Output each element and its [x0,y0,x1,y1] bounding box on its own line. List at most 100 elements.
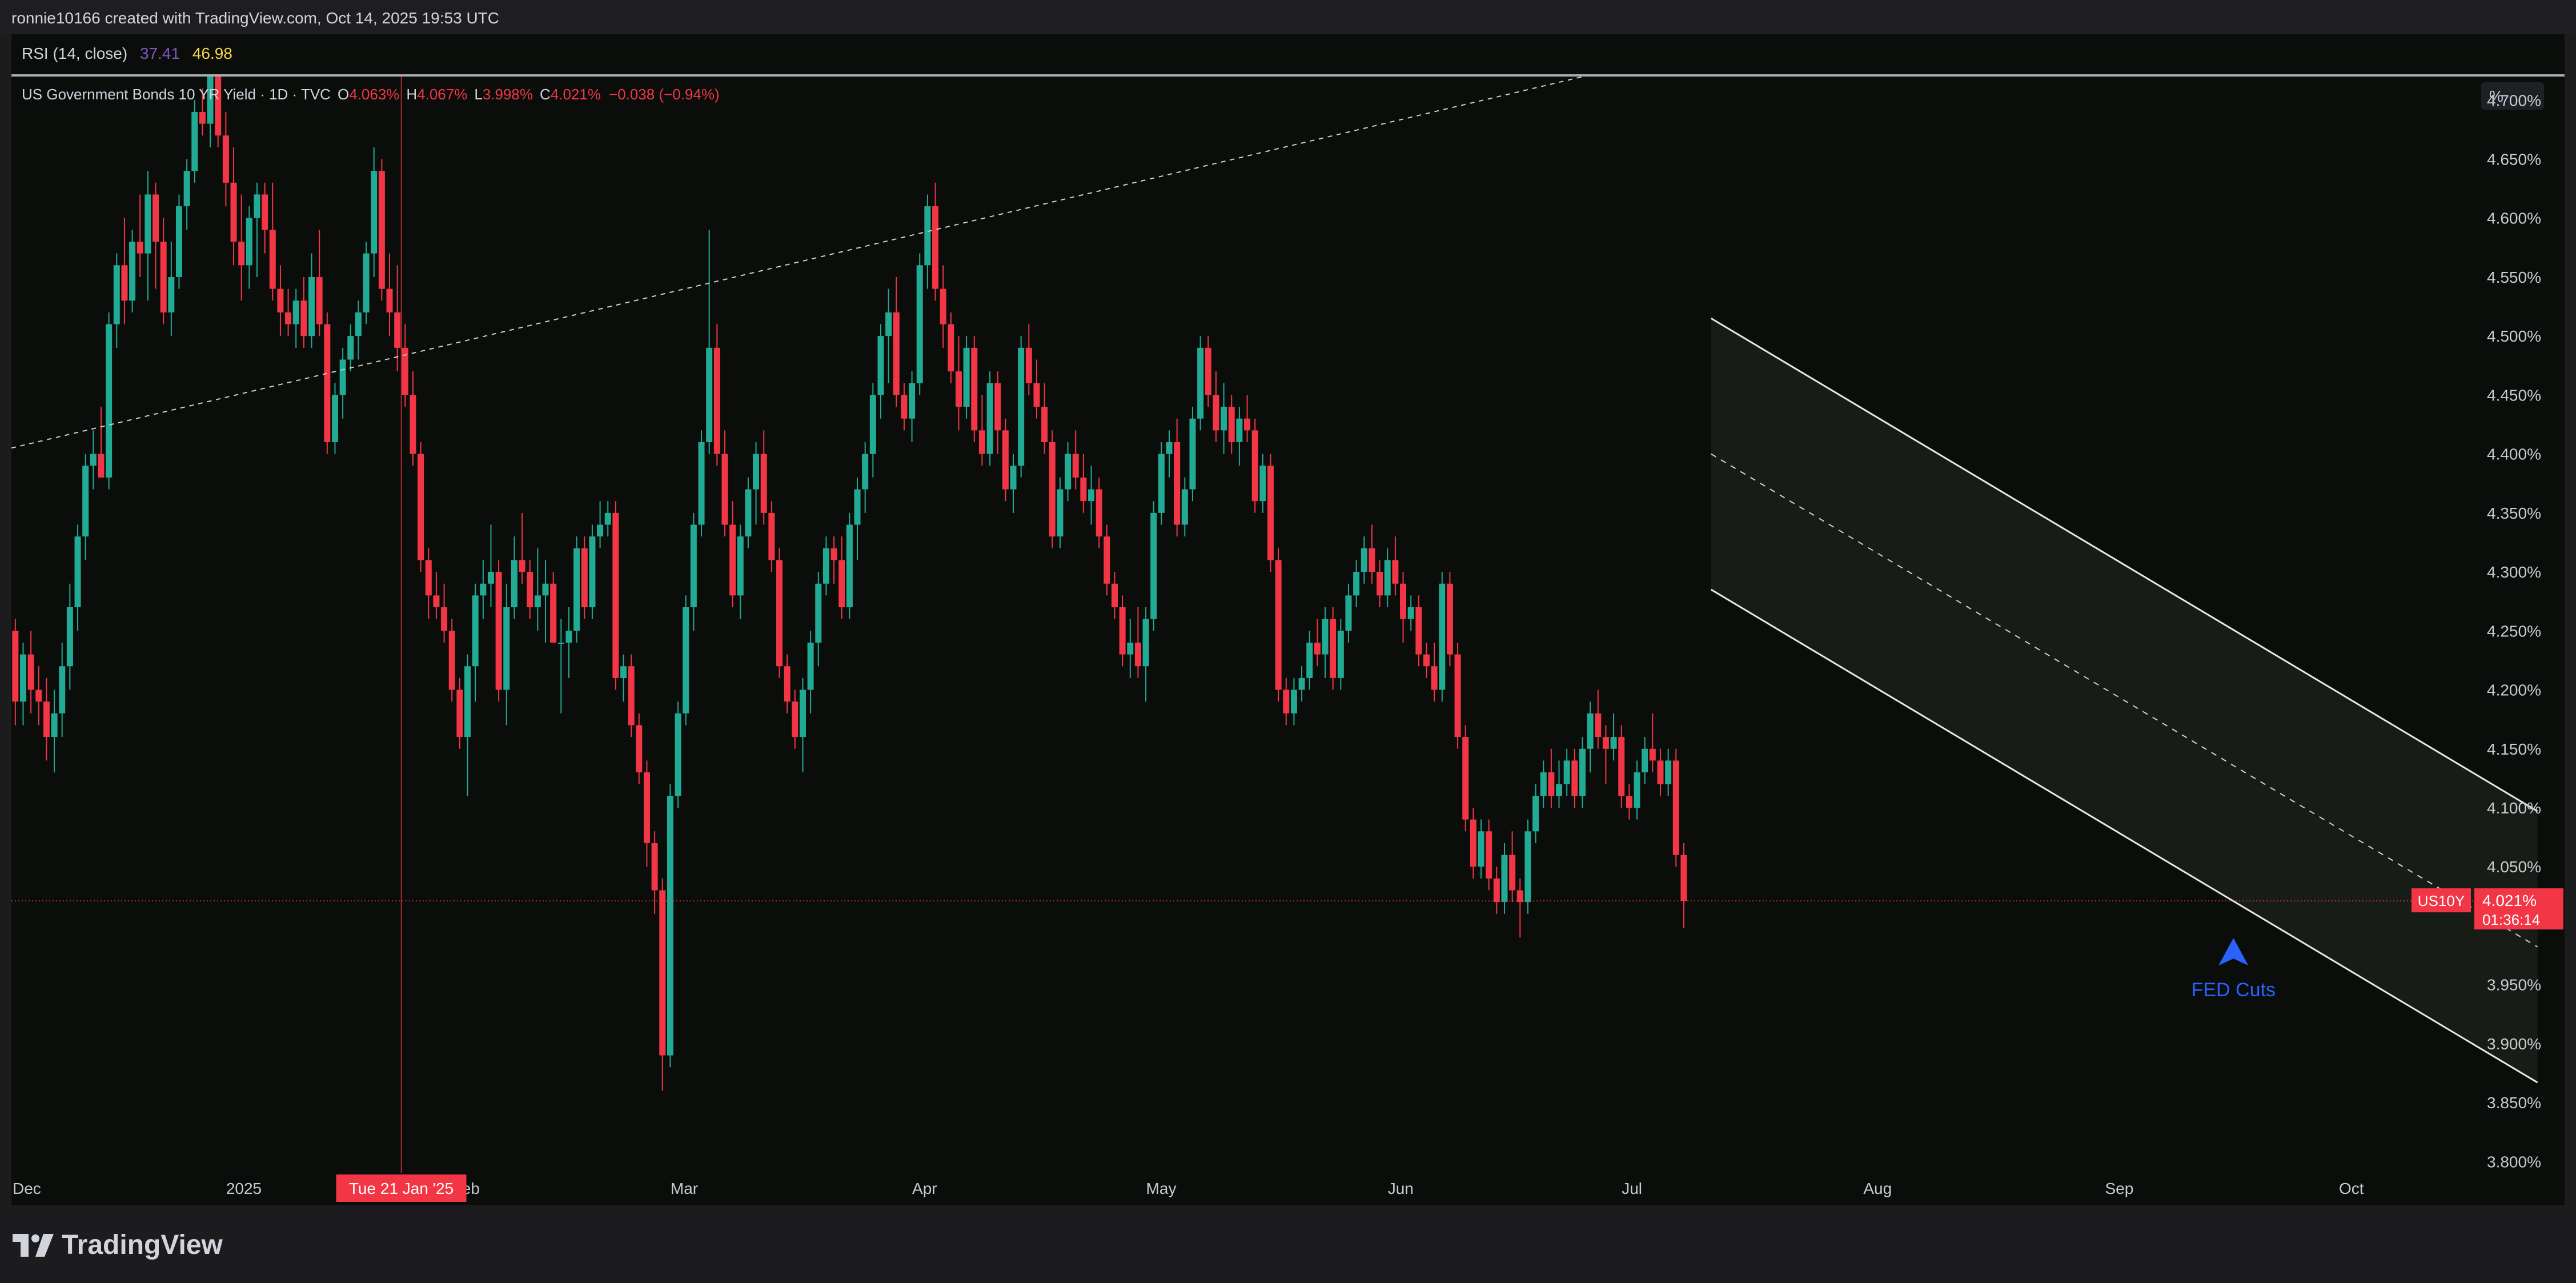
candle[interactable] [82,454,89,560]
candle[interactable] [768,501,775,572]
candle[interactable] [1470,808,1476,879]
candle[interactable] [1228,395,1235,454]
candle[interactable] [1337,619,1344,690]
candle[interactable] [542,560,549,643]
candle[interactable] [441,583,448,643]
candle[interactable] [1290,677,1297,725]
candle[interactable] [1150,501,1157,631]
candle[interactable] [830,536,837,584]
candle[interactable] [1119,595,1126,667]
candle[interactable] [19,642,26,725]
candle[interactable] [1033,359,1040,419]
candle[interactable] [581,536,588,619]
candle[interactable] [1197,336,1204,431]
candle[interactable] [183,159,190,230]
candle[interactable] [1205,336,1211,407]
candle[interactable] [986,371,993,466]
candle[interactable] [363,242,370,324]
candle[interactable] [597,501,604,548]
candle[interactable] [98,407,105,478]
candle[interactable] [1244,395,1251,442]
candle[interactable] [1602,725,1609,784]
candle[interactable] [1454,642,1461,749]
candle[interactable] [659,878,666,1091]
candle[interactable] [495,560,502,702]
candle[interactable] [792,689,799,749]
candle[interactable] [1672,748,1679,867]
candle[interactable] [978,395,985,466]
channel-upper-line[interactable] [1710,317,2538,812]
candle[interactable] [1002,418,1009,502]
candle[interactable] [534,548,541,631]
candle[interactable] [1025,324,1032,395]
candle[interactable] [503,583,510,725]
candle[interactable] [1104,524,1110,596]
candle[interactable] [1322,607,1329,678]
candle[interactable] [1369,524,1375,584]
candle[interactable] [636,713,643,784]
candle[interactable] [480,560,487,619]
candle[interactable] [799,677,806,773]
candle[interactable] [1642,737,1648,784]
candle[interactable] [59,642,66,737]
candle[interactable] [1563,748,1570,796]
candle[interactable] [199,88,206,136]
candle[interactable] [1361,536,1367,584]
candle[interactable] [1486,819,1492,891]
candle[interactable] [1174,418,1181,537]
candle[interactable] [35,666,42,725]
candle[interactable] [246,206,252,289]
candle[interactable] [862,442,869,513]
candle[interactable] [12,619,19,725]
candle[interactable] [1431,642,1438,702]
candle[interactable] [1415,595,1422,667]
candle[interactable] [1587,701,1594,773]
candle[interactable] [1509,831,1516,903]
annotation-label[interactable]: FED Cuts [2192,979,2276,1001]
candle[interactable] [386,253,393,336]
candle[interactable] [1493,867,1500,914]
candle[interactable] [1618,725,1625,808]
trendline[interactable] [11,77,1633,449]
candle[interactable] [620,654,627,702]
candle[interactable] [339,347,346,419]
candle[interactable] [464,654,471,796]
candle[interactable] [1626,784,1632,820]
candle[interactable] [1088,466,1095,525]
candle[interactable] [1166,430,1173,478]
candle[interactable] [1634,760,1640,820]
candle[interactable] [1556,760,1563,808]
candle[interactable] [955,336,962,431]
candle[interactable] [1657,748,1664,796]
candle[interactable] [1065,442,1072,502]
candle[interactable] [565,607,572,678]
candle[interactable] [573,536,580,643]
candle[interactable] [1251,418,1258,513]
candle[interactable] [1267,454,1274,572]
candle[interactable] [683,595,689,725]
candle[interactable] [1610,713,1617,761]
candle[interactable] [487,524,494,608]
candle[interactable] [371,147,378,277]
tradingview-logo[interactable]: TradingView [13,1229,223,1261]
candle[interactable] [1377,560,1383,608]
candle[interactable] [238,194,245,301]
candle[interactable] [550,572,557,643]
candle[interactable] [1236,407,1243,466]
candle[interactable] [854,477,861,560]
candle[interactable] [1400,572,1407,643]
unit-toggle-button[interactable] [2481,82,2544,110]
candle[interactable] [1680,843,1687,928]
candle[interactable] [74,524,81,631]
candle[interactable] [106,312,113,490]
candle[interactable] [331,383,338,454]
candle[interactable] [924,194,931,289]
candle[interactable] [433,572,440,619]
candle[interactable] [698,430,705,537]
candle[interactable] [628,654,635,737]
candle[interactable] [90,430,97,490]
candle[interactable] [713,324,720,466]
candle[interactable] [1049,430,1056,548]
candle[interactable] [324,312,331,454]
candle[interactable] [1283,677,1290,725]
